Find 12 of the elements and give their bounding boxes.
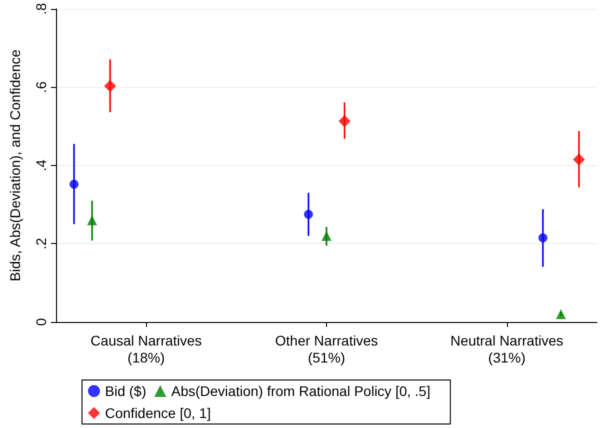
y-tick-label: .4: [33, 159, 49, 172]
y-tick-label: 0: [33, 318, 49, 326]
legend-label: Abs(Deviation) from Rational Policy [0, .5]: [171, 383, 430, 399]
x-tick-label: Causal Narratives (18%): [90, 332, 202, 366]
x-tick-label: Other Narratives (51%): [275, 332, 378, 366]
y-axis-title: Bids, Abs(Deviation), and Confidence: [7, 49, 23, 282]
legend-label: Confidence [0, 1]: [105, 405, 211, 421]
y-tick-label: .8: [33, 2, 49, 15]
x-tick-label: Neutral Narratives (31%): [450, 332, 564, 366]
y-tick-label: .2: [33, 238, 49, 250]
legend-label: Bid ($): [105, 383, 146, 399]
y-tick-label: .6: [33, 81, 49, 93]
